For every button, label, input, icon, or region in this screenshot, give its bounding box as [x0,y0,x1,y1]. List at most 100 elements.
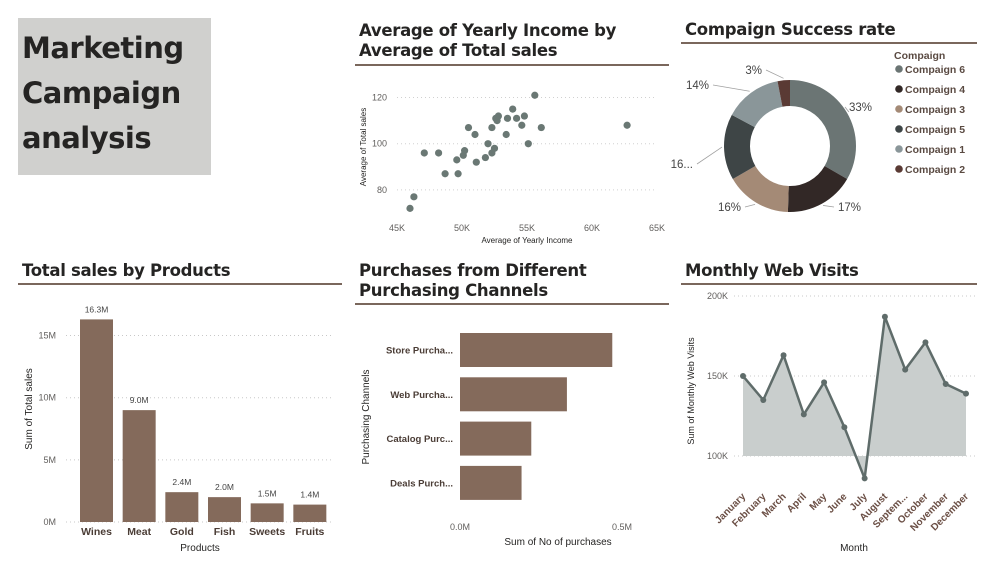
legend-item: Compaign 3 [905,104,965,116]
bar [293,504,327,522]
bar [165,492,199,522]
data-point [942,381,949,387]
scatter-point [472,158,480,166]
y-tick-label: Deals Purch... [390,478,453,489]
donut-data-label: 16% [718,202,741,214]
x-tick-label: Fish [214,526,236,538]
donut-data-label: 17% [838,202,861,214]
x-axis-label: Products [180,543,219,554]
legend-marker [895,85,903,93]
scatter-point [484,140,492,148]
scatter-point [406,204,414,212]
donut-leader-line [844,106,850,113]
donut-slice [731,81,783,128]
scatter-point [537,123,545,132]
donut-data-label: 14% [686,80,709,92]
y-axis-label: Sum of Total sales [24,368,35,450]
donut-slice [732,166,789,212]
scatter-point [435,149,443,157]
bar [460,421,532,456]
legend-marker [895,145,903,153]
scatter-point [520,112,529,120]
donut-leader-line [823,205,835,208]
x-axis-label: Sum of No of purchases [504,537,611,548]
y-tick-label: 150K [707,371,728,381]
bar [208,497,241,522]
scatter-point [464,123,473,132]
x-tick-label: 0.0M [450,522,470,532]
donut-data-label: 3% [745,65,762,77]
data-point [780,352,787,359]
data-point [902,366,909,373]
donut-slice [787,166,848,212]
income-chart-rule [355,64,669,66]
x-tick-label: 45K [389,223,405,233]
x-tick-label: 50K [454,223,470,233]
y-tick-label: 200K [707,291,728,301]
bar [460,377,567,412]
y-tick-label: 100K [707,451,728,461]
bar-data-label: 1.5M [258,488,277,498]
y-tick-label: 80 [377,185,387,195]
bar [80,319,113,522]
data-point [963,390,969,397]
y-tick-label: Web Purcha... [390,390,453,401]
scatter-point [524,140,532,148]
data-point [881,313,888,320]
y-tick-label: 15M [38,331,56,341]
x-tick-label: Sweets [249,526,285,538]
donut-slice [790,80,856,179]
scatter-point [509,105,517,113]
donut-slice [777,80,790,107]
data-point [821,379,828,386]
x-tick-label: 65K [649,223,665,233]
y-axis-label: Average of Total sales [359,108,368,186]
data-point [841,424,848,431]
bar [460,465,522,500]
scatter-point [441,170,449,178]
y-tick-label: 5M [43,455,56,465]
x-axis-label: Month [840,543,868,554]
scatter-point [410,193,418,201]
products-chart-rule [18,283,342,285]
scatter-point [481,153,489,162]
donut-data-label: 16... [671,159,693,171]
x-tick-label: April [785,491,809,515]
data-point [760,397,767,403]
data-point [800,411,807,418]
donut-data-label: 33% [849,102,872,114]
report-title-box: Marketing Campaign analysis [18,18,211,175]
donut-leader-line [712,84,750,92]
area-fill [743,316,966,479]
donut-slice [724,114,756,179]
channels-chart-title: Purchases from Different Purchasing Chan… [359,261,587,300]
y-axis-label: Purchasing Channels [361,369,372,464]
web-chart-title: Monthly Web Visits [685,261,859,280]
x-tick-label: 0.5M [612,522,632,532]
scatter-point [461,147,469,155]
x-axis-label: Average of Yearly Income [481,236,573,245]
legend-item: Compaign 6 [905,64,965,76]
data-point [740,373,746,379]
bar [250,503,284,522]
legend-marker [895,105,903,113]
x-tick-label: Gold [170,526,194,538]
campaign-chart-rule [681,42,977,44]
legend-title: Compaign [894,50,945,62]
bar-data-label: 2.4M [172,477,191,487]
x-tick-label: Wines [81,526,112,538]
donut-leader-line [765,69,784,79]
legend-item: Compaign 5 [905,124,965,136]
bar-data-label: 9.0M [130,395,149,405]
data-point [922,339,929,346]
x-tick-label: Fruits [295,526,324,538]
x-tick-label: 55K [519,223,535,233]
y-tick-label: 0M [43,517,56,527]
scatter-point [502,130,510,139]
bar-data-label: 16.3M [85,304,109,314]
